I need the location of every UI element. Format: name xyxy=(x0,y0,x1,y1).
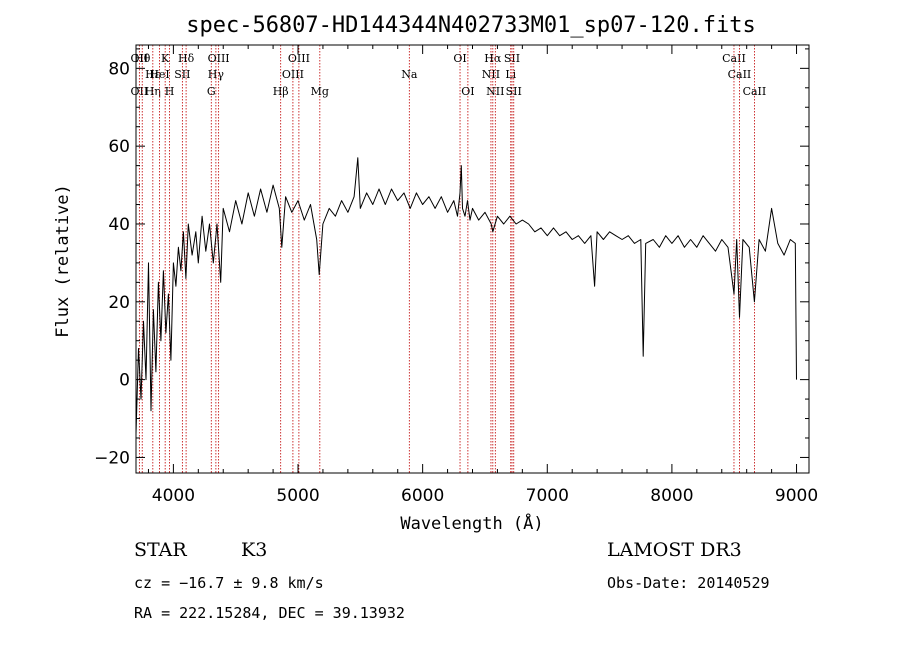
chart-title: spec-56807-HD144344N402733M01_sp07-120.f… xyxy=(186,13,756,38)
y-tick-label-1: 0 xyxy=(119,371,130,391)
y-tick-label-5: 80 xyxy=(108,59,130,79)
spectrum-chart: spec-56807-HD144344N402733M01_sp07-120.f… xyxy=(53,13,818,534)
marker-label-2-bot: Hη xyxy=(145,85,161,98)
x-tick-label-5: 9000 xyxy=(775,486,818,506)
marker-label-13-top: OIII xyxy=(288,52,310,65)
marker-label-8-bot: G xyxy=(207,85,216,98)
y-tick-label-0: −20 xyxy=(94,448,130,468)
y-axis-label: Flux (relative) xyxy=(53,184,73,338)
spectrum-line-group xyxy=(135,157,797,435)
marker-label-15-mid: Na xyxy=(401,68,418,81)
x-axis: 4000 5000 6000 7000 8000 9000 xyxy=(147,45,818,506)
marker-label-17-bot: OI xyxy=(461,85,474,98)
survey-name: LAMOST DR3 xyxy=(607,539,742,561)
x-tick-label-2: 6000 xyxy=(401,486,444,506)
marker-label-9-mid: Hγ xyxy=(208,68,225,81)
marker-label-5-bot: H xyxy=(165,85,175,98)
marker-label-19-top: Hα xyxy=(484,52,502,65)
marker-label-25-mid: CaII xyxy=(728,68,752,81)
coordinates: RA = 222.15284, DEC = 39.13932 xyxy=(134,604,405,622)
object-subclass: K3 xyxy=(241,539,268,561)
marker-label-7-top: Hδ xyxy=(178,52,195,65)
marker-label-18-mid: NII xyxy=(482,68,500,81)
marker-label-23-bot: SII xyxy=(506,85,522,98)
x-tick-label-0: 4000 xyxy=(152,486,195,506)
marker-label-2-mid: Hε xyxy=(145,68,161,81)
x-tick-label-3: 7000 xyxy=(526,486,569,506)
y-tick-label-3: 40 xyxy=(108,215,130,235)
marker-label-21-mid: Li xyxy=(505,68,516,81)
x-tick-label-4: 8000 xyxy=(650,486,693,506)
marker-label-3-mid: HeI xyxy=(149,68,169,81)
spectrum-line xyxy=(135,157,797,435)
marker-label-14-bot: Mg xyxy=(311,85,329,98)
marker-label-12-mid: OIII xyxy=(282,68,304,81)
marker-label-16-top: OI xyxy=(453,52,466,65)
obs-date: Obs-Date: 20140529 xyxy=(607,574,770,592)
y-axis: −20 0 20 40 60 80 xyxy=(94,48,809,468)
marker-label-26-bot: CaII xyxy=(743,85,767,98)
marker-label-1-top: Hθ xyxy=(134,52,151,65)
marker-label-22-top: SII xyxy=(504,52,520,65)
redshift-cz: cz = −16.7 ± 9.8 km/s xyxy=(134,574,324,592)
y-tick-label-4: 60 xyxy=(108,137,130,157)
marker-label-24-top: CaII xyxy=(722,52,746,65)
marker-label-11-bot: Hβ xyxy=(273,85,289,98)
marker-label-0-top: OII xyxy=(131,52,149,65)
marker-label-0-bot: OII xyxy=(131,85,149,98)
emission-line-markers: OIIOIIHθHεHηHeIKHSIIHδGHγOIIIHβOIIIOIIIM… xyxy=(131,45,767,473)
object-class: STAR xyxy=(134,539,187,561)
marker-label-10-top: OIII xyxy=(208,52,230,65)
x-axis-label: Wavelength (Å) xyxy=(400,512,543,534)
marker-label-20-bot: NII xyxy=(486,85,504,98)
plot-frame xyxy=(135,44,810,474)
x-tick-label-1: 5000 xyxy=(276,486,319,506)
marker-label-4-top: K xyxy=(161,52,170,65)
marker-label-6-mid: SII xyxy=(174,68,190,81)
y-tick-label-2: 20 xyxy=(108,293,130,313)
